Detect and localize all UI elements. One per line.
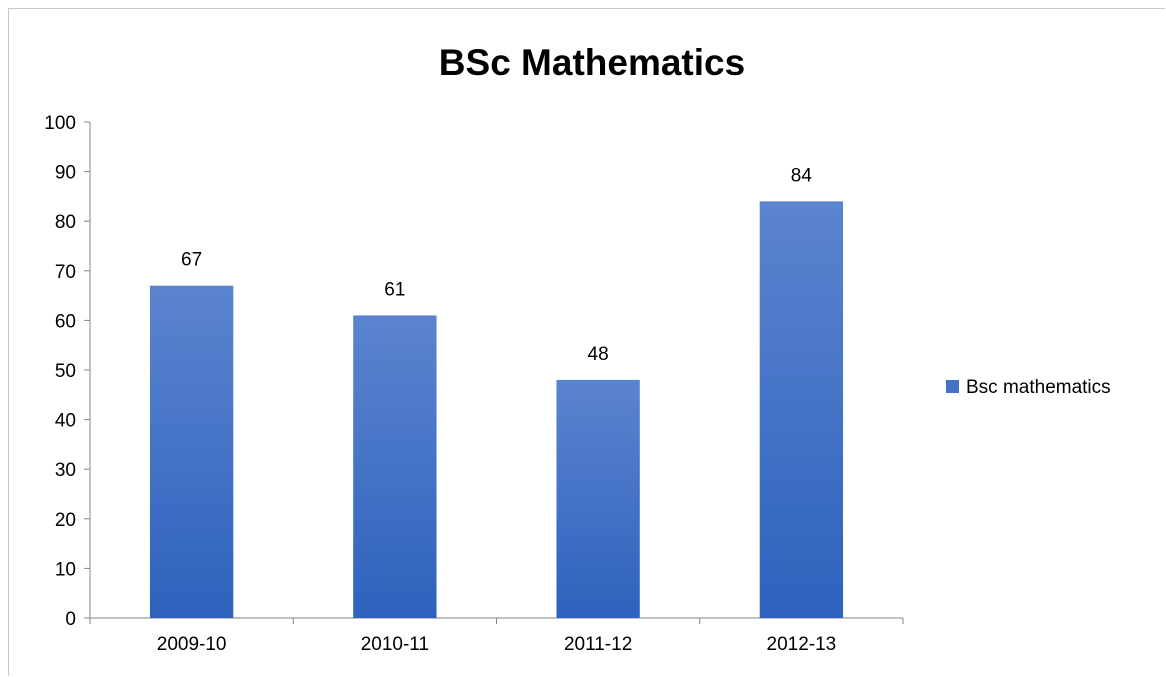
bar [759, 201, 844, 619]
y-tick-label: 10 [55, 559, 76, 580]
x-tick-label: 2012-13 [767, 634, 837, 655]
data-label: 67 [181, 250, 202, 271]
y-tick-label: 50 [55, 361, 76, 382]
bar [149, 285, 234, 618]
y-tick-label: 30 [55, 460, 76, 481]
data-label: 48 [588, 344, 609, 365]
bar [556, 379, 640, 618]
y-tick-label: 0 [65, 609, 76, 630]
plot-area: 0 10 20 30 40 50 60 70 80 90 100 67 2009-10 61 2010-11… [44, 113, 904, 655]
x-tick-label: 2010-11 [361, 634, 429, 655]
x-tick-label: 2009-10 [157, 634, 227, 655]
data-label: 61 [384, 279, 405, 300]
legend-swatch [946, 380, 959, 393]
y-tick-label: 80 [55, 212, 76, 233]
x-tick-label: 2011-12 [564, 634, 632, 655]
y-tick-label: 60 [55, 311, 76, 332]
y-tick-label: 90 [55, 163, 76, 184]
y-tick-label: 100 [44, 113, 76, 134]
bar [353, 315, 437, 618]
y-tick-label: 40 [55, 411, 76, 432]
data-label: 84 [791, 165, 813, 186]
legend: Bsc mathematics [946, 377, 1111, 398]
y-tick-label: 70 [55, 262, 76, 283]
legend-label: Bsc mathematics [966, 377, 1111, 398]
y-tick-label: 20 [55, 510, 76, 531]
chart-frame [8, 8, 1165, 676]
chart-title: BSc Mathematics [439, 42, 745, 83]
